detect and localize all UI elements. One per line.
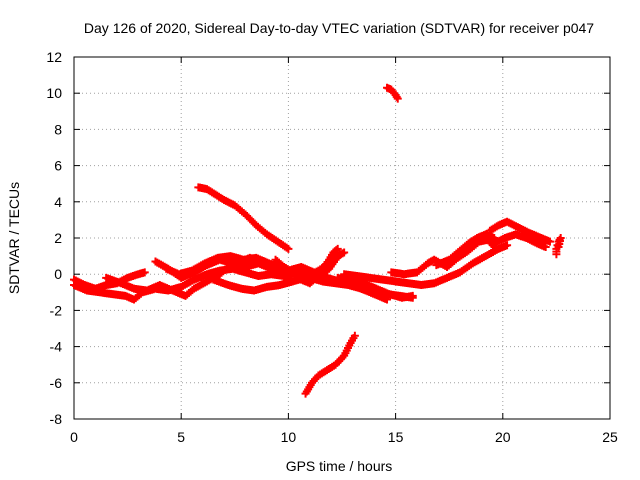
x-tick-label: 10 [281, 429, 297, 445]
x-tick-label: 5 [177, 429, 185, 445]
x-tick-label: 25 [602, 429, 618, 445]
series-arc-8 [333, 273, 417, 302]
data-point-markers [552, 234, 565, 259]
y-tick-label: -4 [50, 339, 63, 355]
data-point-markers [490, 230, 550, 252]
data-series [70, 83, 565, 398]
y-axis-label: SDTVAR / TECUs [6, 182, 22, 294]
series-arc-9 [340, 241, 512, 290]
y-tick-label: 2 [54, 230, 62, 246]
data-point-markers [485, 217, 554, 246]
y-tick-label: 0 [54, 266, 62, 282]
data-point-markers [340, 241, 512, 290]
y-tick-label: 4 [54, 194, 62, 210]
y-tick-label: 10 [46, 85, 62, 101]
series-arc-15 [194, 183, 293, 253]
data-point-markers [432, 230, 499, 270]
y-tick-label: 6 [54, 158, 62, 174]
y-tick-label: -2 [50, 302, 63, 318]
series-arc-12 [485, 217, 554, 246]
x-axis-label: GPS time / hours [286, 458, 393, 474]
x-tick-label: 20 [495, 429, 511, 445]
series-arc-7 [271, 244, 342, 288]
series-arc-14 [552, 234, 565, 259]
series-arc-13 [490, 230, 550, 252]
x-tick-label: 0 [70, 429, 78, 445]
data-point-markers [333, 273, 417, 302]
data-point-markers [301, 331, 359, 398]
y-tick-label: 8 [54, 121, 62, 137]
data-point-markers [194, 183, 293, 253]
y-tick-label: 12 [46, 49, 62, 65]
x-tick-label: 15 [388, 429, 404, 445]
series-arc-16 [301, 331, 359, 398]
series-arc-17 [383, 83, 402, 103]
series-arc-11 [432, 230, 499, 270]
data-point-markers [271, 244, 342, 288]
data-point-markers [383, 83, 402, 103]
chart-title: Day 126 of 2020, Sidereal Day-to-day VTE… [84, 20, 594, 36]
axis-ticks: 0 5 10 15 20 25 -8 -6 -4 -2 0 2 4 6 8 10 12 [46, 49, 618, 445]
y-tick-label: -8 [50, 411, 63, 427]
y-tick-label: -6 [50, 375, 63, 391]
